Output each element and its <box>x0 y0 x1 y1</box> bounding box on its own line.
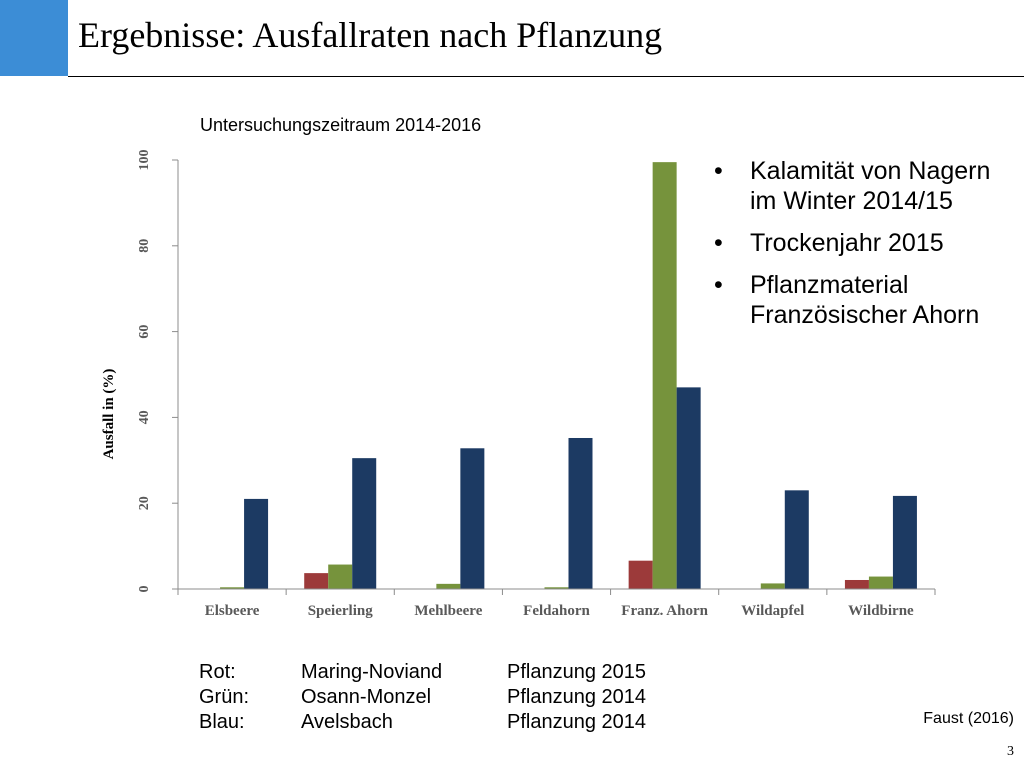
bar <box>652 162 677 589</box>
x-tick-label: Feldahorn <box>523 603 590 619</box>
bar <box>760 583 785 589</box>
bar <box>784 490 809 589</box>
slide-title: Ergebnisse: Ausfallraten nach Pflanzung <box>78 15 663 55</box>
bar <box>544 587 569 589</box>
bar <box>868 576 893 589</box>
y-axis-label: Ausfall in (%) <box>101 369 117 460</box>
x-tick-label: Wildbirne <box>848 603 914 619</box>
legend-row: Rot: Maring-Noviand Pflanzung 2015 <box>195 660 652 685</box>
y-tick-label: 60 <box>137 325 152 339</box>
bars <box>220 162 917 589</box>
bar <box>352 458 377 589</box>
bar <box>244 498 269 589</box>
series-legend: Rot: Maring-Noviand Pflanzung 2015 Grün:… <box>195 660 652 735</box>
bar <box>844 579 869 589</box>
legend-planting: Pflanzung 2015 <box>507 661 647 683</box>
y-tick-label: 100 <box>137 150 152 171</box>
bar <box>304 573 329 589</box>
bar <box>892 495 917 589</box>
legend-color-label: Blau: <box>199 711 245 733</box>
notes-list: Kalamität von Nagern im Winter 2014/15 T… <box>712 156 1022 342</box>
legend-row: Grün: Osann-Monzel Pflanzung 2014 <box>195 685 652 710</box>
note-item: Pflanzmaterial Französischer Ahorn <box>712 270 1022 330</box>
y-tick-label: 80 <box>137 239 152 253</box>
page-number: 3 <box>1007 744 1014 759</box>
x-tick-label: Franz. Ahorn <box>621 603 708 619</box>
legend-location: Osann-Monzel <box>301 686 432 708</box>
legend-row: Blau: Avelsbach Pflanzung 2014 <box>195 710 652 735</box>
x-axis: Elsbeere Speierling Mehlbeere Feldahorn Fran… <box>177 588 936 619</box>
legend-location: Maring-Noviand <box>301 661 443 683</box>
legend-color-label: Grün: <box>199 686 250 708</box>
y-tick-label: 0 <box>137 586 152 593</box>
bar <box>436 583 461 589</box>
bar <box>328 564 353 589</box>
title-rule <box>68 76 1024 77</box>
y-tick-label: 40 <box>137 410 152 424</box>
legend-color-label: Rot: <box>199 661 236 683</box>
bar <box>220 587 245 589</box>
source-citation: Faust (2016) <box>923 710 1014 727</box>
note-item: Trockenjahr 2015 <box>712 228 1022 258</box>
bar <box>628 560 653 589</box>
legend-planting: Pflanzung 2014 <box>507 711 647 733</box>
bar <box>676 387 701 589</box>
bar <box>460 448 485 589</box>
x-tick-label: Speierling <box>308 603 374 619</box>
bar <box>568 437 593 589</box>
note-item: Kalamität von Nagern im Winter 2014/15 <box>712 156 1022 216</box>
y-tick-label: 20 <box>137 496 152 510</box>
legend-location: Avelsbach <box>301 711 393 733</box>
bar-chart: 0 20 40 60 80 100 Elsbeere Speierling Mehlbeere… <box>101 150 936 619</box>
y-axis: 0 20 40 60 80 100 <box>137 150 179 593</box>
x-tick-label: Elsbeere <box>205 603 260 619</box>
legend-planting: Pflanzung 2014 <box>507 686 647 708</box>
x-tick-label: Wildapfel <box>741 603 804 619</box>
x-tick-label: Mehlbeere <box>414 603 482 619</box>
chart-subtitle: Untersuchungszeitraum 2014-2016 <box>200 115 482 135</box>
header-accent <box>0 0 68 76</box>
